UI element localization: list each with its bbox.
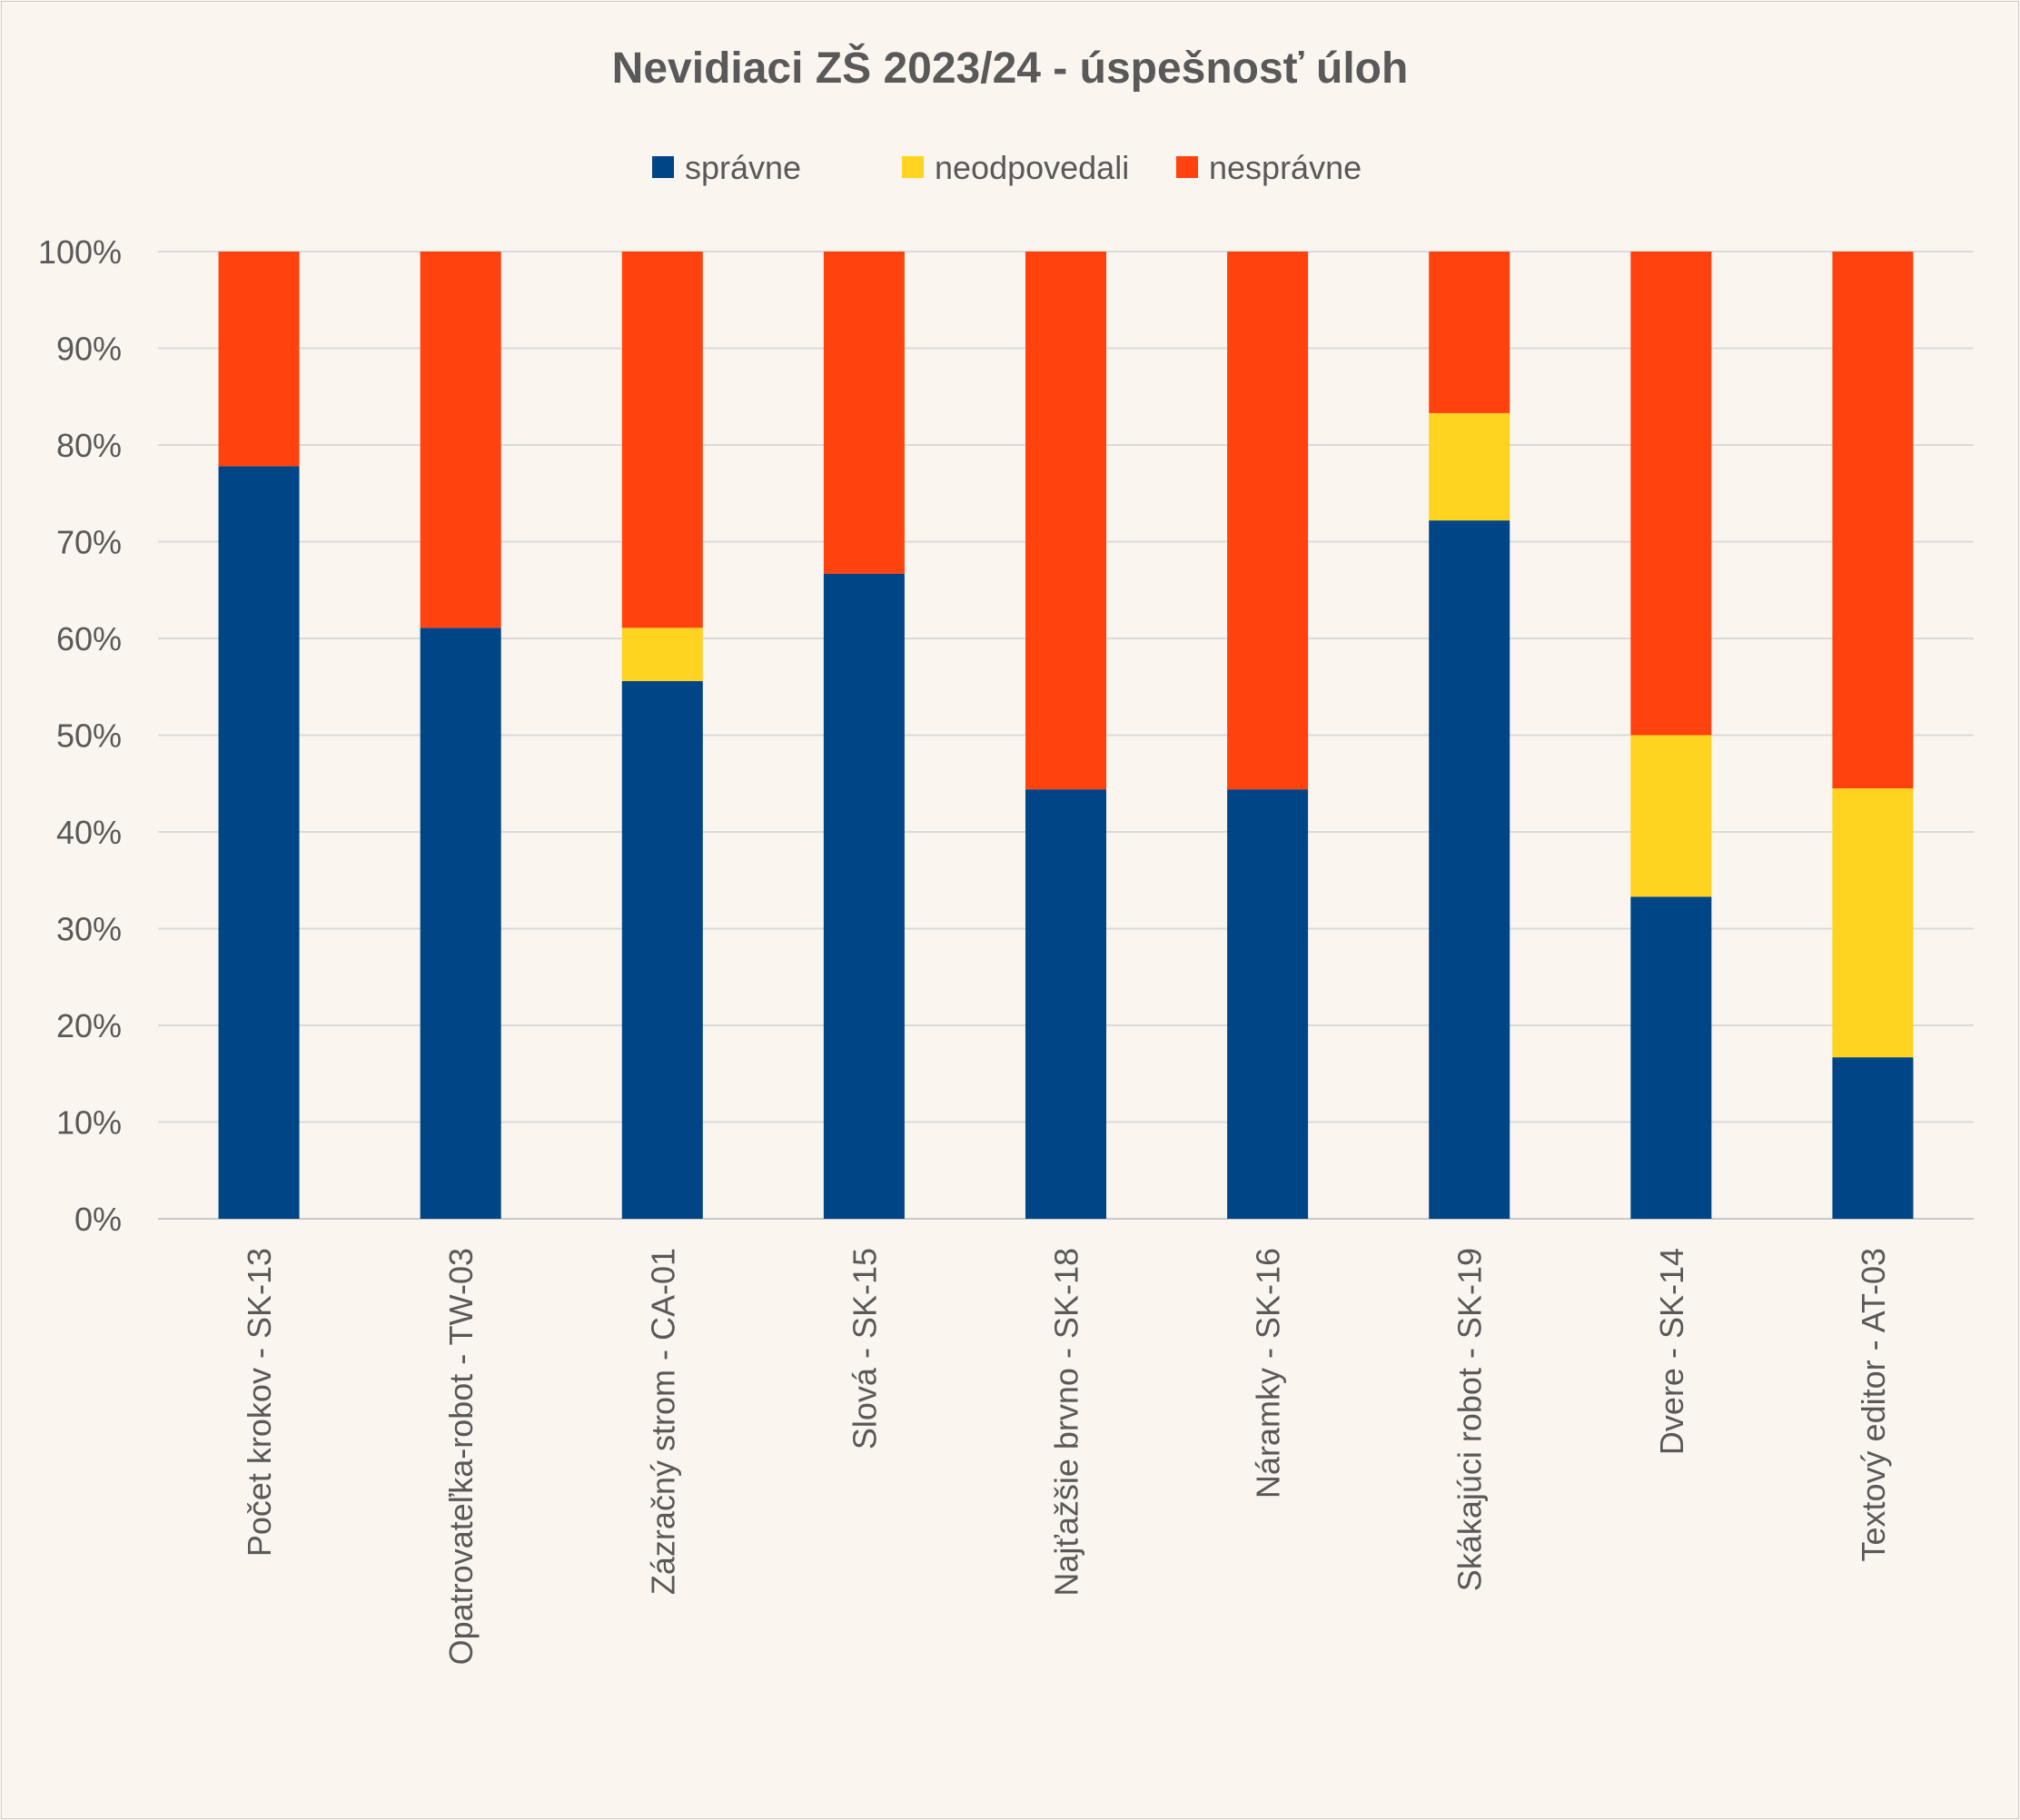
y-tick-label: 100% xyxy=(38,233,122,271)
bar-segment-správne-7 xyxy=(1429,520,1510,1219)
x-category-label: Počet krokov - SK-13 xyxy=(241,1248,278,1557)
bar-segment-nesprávne-5 xyxy=(1025,252,1106,790)
bar-segment-neodpovedali-3 xyxy=(621,628,703,681)
bar-segment-nesprávne-2 xyxy=(420,252,501,628)
y-axis: 0% 10% 20% 30% 40% 50% 60% 70% 80% 90% 100% xyxy=(38,233,122,1238)
bar-segment-nesprávne-4 xyxy=(823,252,905,574)
bars xyxy=(218,252,1914,1219)
y-tick-label: 70% xyxy=(56,524,122,561)
bar-segment-správne-4 xyxy=(823,573,905,1219)
bar-segment-správne-3 xyxy=(621,680,703,1219)
legend-label-3: nesprávne xyxy=(1209,149,1362,186)
bar-segment-nesprávne-9 xyxy=(1832,252,1914,789)
y-tick-label: 0% xyxy=(74,1201,122,1238)
x-category-label: Textový editor - AT-03 xyxy=(1855,1248,1892,1561)
bar-segment-správne-8 xyxy=(1630,896,1712,1219)
x-category-label: Zázračný strom - CA-01 xyxy=(644,1248,681,1595)
bar-segment-nesprávne-6 xyxy=(1227,252,1309,790)
bar-segment-nesprávne-7 xyxy=(1429,252,1510,413)
bar-segment-správne-1 xyxy=(218,466,300,1219)
y-tick-label: 10% xyxy=(56,1104,122,1142)
x-category-label: Skákajúci robot - SK-19 xyxy=(1451,1248,1489,1591)
x-category-label: Slová - SK-15 xyxy=(846,1248,883,1449)
bar-segment-neodpovedali-7 xyxy=(1429,412,1510,521)
legend-label-1: správne xyxy=(685,149,801,186)
y-tick-label: 60% xyxy=(56,620,122,658)
x-category-label: Dvere - SK-14 xyxy=(1653,1248,1690,1455)
y-tick-label: 90% xyxy=(56,331,122,368)
legend: správne neodpovedali nesprávne xyxy=(652,149,1362,186)
y-tick-label: 20% xyxy=(56,1007,122,1044)
bar-segment-správne-2 xyxy=(420,628,501,1219)
legend-swatch-3 xyxy=(1176,156,1198,178)
bar-segment-správne-6 xyxy=(1227,789,1309,1219)
y-tick-label: 50% xyxy=(56,717,122,755)
bar-segment-správne-9 xyxy=(1832,1057,1914,1219)
bar-segment-nesprávne-8 xyxy=(1630,252,1712,736)
legend-swatch-1 xyxy=(652,156,674,178)
bar-segment-neodpovedali-9 xyxy=(1832,788,1914,1058)
bar-segment-nesprávne-3 xyxy=(621,252,703,628)
x-axis: Počet krokov - SK-13 Opatrovateľka-robot … xyxy=(241,1248,1892,1665)
y-tick-label: 40% xyxy=(56,814,122,851)
bar-segment-správne-5 xyxy=(1025,789,1106,1219)
legend-label-2: neodpovedali xyxy=(935,149,1129,186)
legend-swatch-2 xyxy=(902,156,924,178)
x-category-label: Najťažšie brvno - SK-18 xyxy=(1048,1248,1085,1597)
x-category-label: Náramky - SK-16 xyxy=(1250,1248,1287,1499)
y-tick-label: 30% xyxy=(56,911,122,948)
y-tick-label: 80% xyxy=(56,427,122,464)
bar-segment-nesprávne-1 xyxy=(218,252,300,467)
bar-segment-neodpovedali-8 xyxy=(1630,735,1712,897)
x-category-label: Opatrovateľka-robot - TW-03 xyxy=(442,1248,480,1665)
chart-title: Nevidiaci ZŠ 2023/24 - úspešnosť úloh xyxy=(612,43,1409,93)
